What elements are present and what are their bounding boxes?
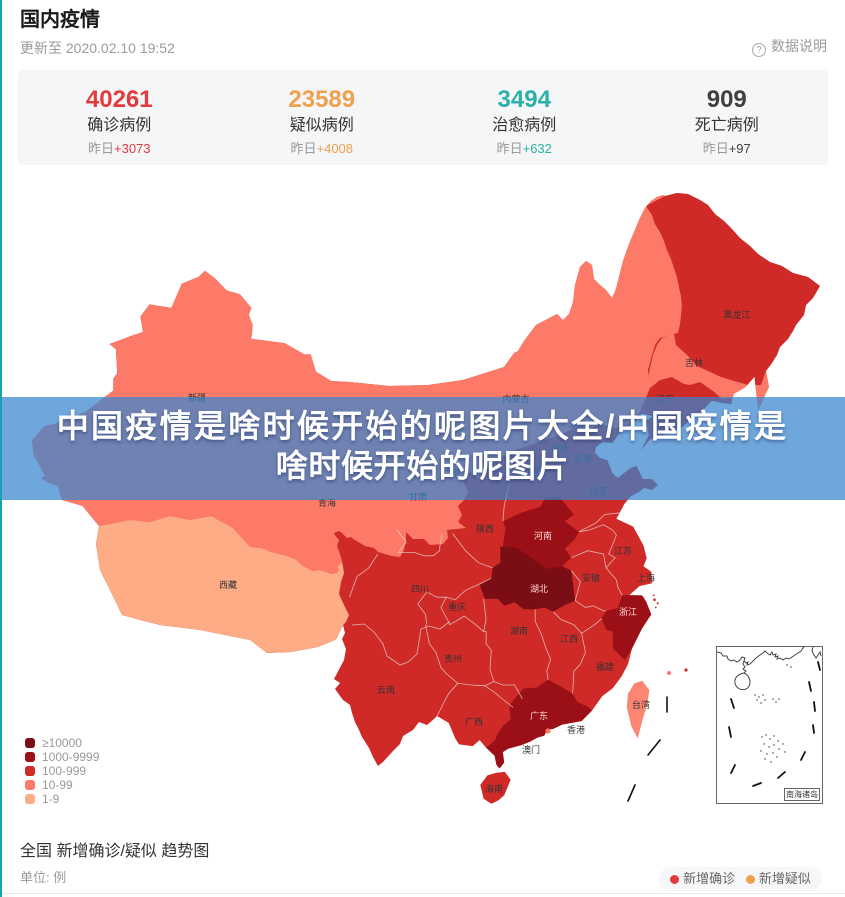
svg-text:黑龙江: 黑龙江: [723, 309, 750, 320]
svg-text:海南: 海南: [485, 783, 503, 794]
svg-text:吉林: 吉林: [685, 357, 703, 368]
svg-text:江苏: 江苏: [614, 545, 632, 556]
svg-text:安徽: 安徽: [582, 572, 600, 583]
svg-text:福建: 福建: [596, 661, 614, 672]
svg-text:广西: 广西: [465, 716, 483, 727]
svg-text:四川: 四川: [411, 584, 429, 594]
svg-text:浙江: 浙江: [619, 606, 637, 617]
svg-text:澳门: 澳门: [522, 744, 540, 755]
svg-text:陕西: 陕西: [476, 523, 494, 534]
svg-text:江西: 江西: [560, 634, 578, 644]
svg-text:重庆: 重庆: [448, 601, 466, 612]
svg-text:河南: 河南: [534, 530, 552, 541]
svg-text:广东: 广东: [530, 710, 548, 721]
svg-text:湖北: 湖北: [530, 584, 548, 594]
svg-text:云南: 云南: [377, 684, 395, 695]
svg-text:香港: 香港: [567, 724, 585, 735]
svg-text:上海: 上海: [637, 572, 655, 583]
svg-text:台湾: 台湾: [632, 699, 650, 710]
svg-text:湖南: 湖南: [510, 625, 528, 636]
svg-text:西藏: 西藏: [219, 579, 237, 590]
svg-text:贵州: 贵州: [444, 653, 462, 664]
svg-text:青海: 青海: [318, 497, 336, 508]
